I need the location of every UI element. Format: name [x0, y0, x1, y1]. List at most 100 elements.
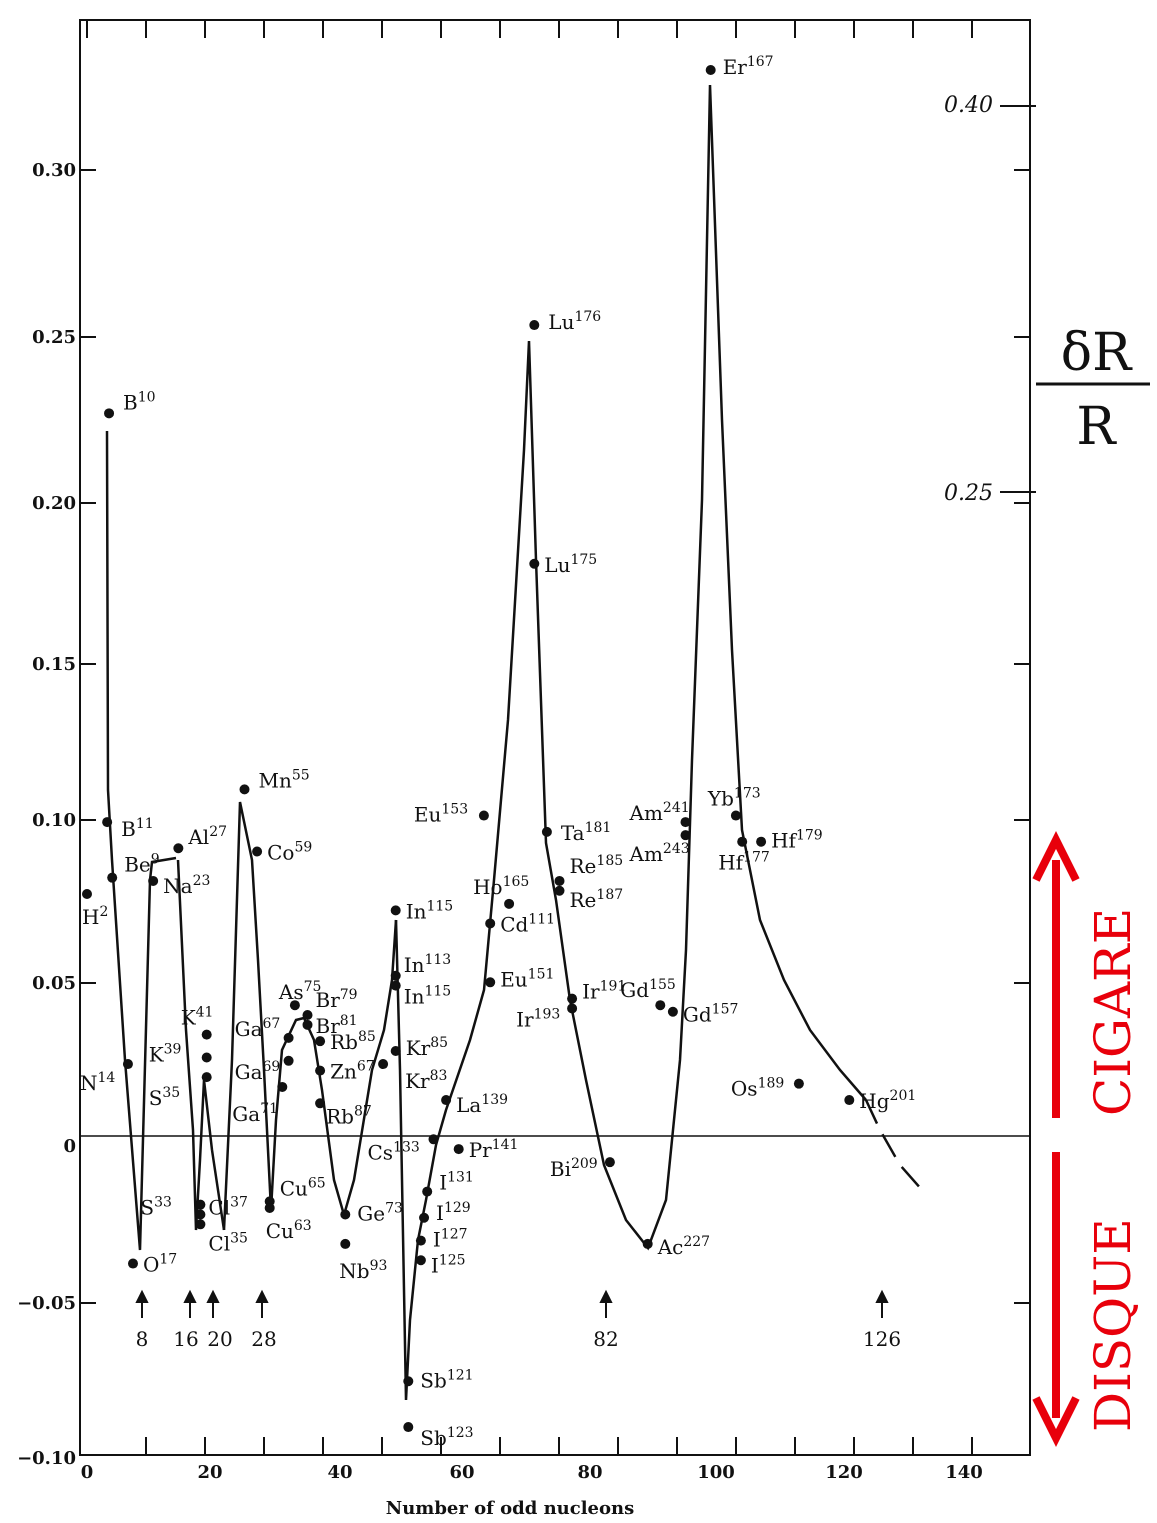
right-tick-040: 0.40 — [944, 93, 993, 118]
point-label-b-11: B11 — [121, 816, 154, 841]
point-label-be-9: Be9 — [124, 852, 159, 877]
data-point-am-241 — [680, 817, 691, 828]
data-point-i-129 — [419, 1212, 430, 1223]
magic-8: 8 — [136, 1327, 149, 1351]
data-point-k-41 — [201, 1029, 212, 1040]
data-point-ge-73 — [340, 1209, 351, 1220]
y-tick-4: 0.10 — [32, 810, 76, 831]
y-ticks — [80, 169, 1030, 1304]
data-point-in-115 — [390, 980, 401, 991]
fraction-numerator: δR — [1061, 323, 1133, 383]
data-point-er-167 — [705, 64, 716, 75]
point-label-al-27: Al27 — [187, 824, 227, 849]
point-label-ho-165: Ho165 — [473, 874, 529, 899]
point-label-lu-176: Lu176 — [548, 309, 601, 334]
x-tick-3: 60 — [449, 1462, 474, 1483]
data-point-i-125 — [415, 1255, 426, 1266]
data-point-ga-69 — [283, 1055, 294, 1066]
point-label-ac-227: Ac227 — [657, 1234, 710, 1259]
point-label-cd-111: Cd111 — [500, 911, 555, 936]
point-label-b-10: B10 — [123, 389, 156, 414]
data-point-b-11 — [102, 817, 113, 828]
point-label-kr-85: Kr85 — [406, 1035, 448, 1060]
point-label-pr-141: Pr141 — [469, 1137, 519, 1162]
point-label-yb-173: Yb173 — [707, 786, 761, 811]
data-point-bi-209 — [604, 1157, 615, 1168]
data-point-cs-133 — [428, 1134, 439, 1145]
delta-r-over-r-label: δR R — [1036, 323, 1150, 457]
point-label-co-59: Co59 — [267, 840, 312, 865]
data-points — [82, 64, 855, 1433]
magic-16: 16 — [173, 1327, 198, 1351]
data-point-s-35 — [201, 1072, 212, 1083]
data-labels: H2 B10 B11 Be9 N14 O17 Na23 Al27 K41 K39 S35 S33 Cl3… — [80, 54, 916, 1450]
data-point-re-185 — [554, 875, 565, 886]
y-tick-6: 0 — [63, 1136, 76, 1157]
bottom-ticks — [145, 1437, 973, 1455]
point-label-cl-35: Cl35 — [208, 1230, 248, 1255]
point-label-n-14: N14 — [80, 1070, 115, 1095]
data-point-pr-141 — [453, 1144, 464, 1155]
point-label-i-131: I131 — [439, 1170, 474, 1195]
fraction-denominator: R — [1076, 397, 1117, 457]
x-tick-1: 20 — [197, 1462, 222, 1483]
point-label-na-23: Na23 — [163, 873, 210, 898]
data-point-gd-157 — [667, 1006, 678, 1017]
data-point-co-59 — [252, 846, 263, 857]
data-point-eu-153 — [478, 810, 489, 821]
magic-number-labels: 8 16 20 28 82 126 — [136, 1327, 901, 1351]
data-point-mn-55 — [239, 784, 250, 795]
y-tick-0: 0.30 — [32, 160, 76, 181]
data-point-ac-227 — [642, 1238, 653, 1249]
data-point-ta-181 — [541, 826, 552, 837]
x-tick-6: 120 — [825, 1462, 863, 1483]
point-label-ga-67: Ga67 — [235, 1016, 281, 1041]
data-point-ir-193 — [567, 1003, 578, 1014]
data-point-n-14 — [122, 1059, 133, 1070]
x-tick-2: 40 — [327, 1462, 352, 1483]
point-label-br-81: Br81 — [316, 1013, 358, 1038]
point-label-re-185: Re185 — [570, 853, 624, 878]
point-label-ta-181: Ta181 — [561, 820, 611, 845]
data-point-sb-123 — [403, 1422, 414, 1433]
point-label-i-129: I129 — [436, 1200, 471, 1225]
point-label-in-115: In115 — [406, 898, 454, 923]
data-point-b-10 — [104, 408, 115, 419]
data-point-gd-155 — [655, 1000, 666, 1011]
data-point-cd-111 — [485, 918, 496, 929]
data-point-i-131 — [422, 1186, 433, 1197]
point-label-cl-37: Cl37 — [208, 1194, 248, 1219]
point-label-in-113: In113 — [404, 952, 452, 977]
data-point-sb-121 — [403, 1376, 414, 1387]
data-point-be-9 — [107, 872, 118, 883]
cigare-arrow — [1032, 831, 1080, 1118]
point-label-hf-177: Hf177 — [718, 850, 770, 875]
data-point-br-81 — [302, 1019, 313, 1030]
point-label-sb-123: Sb123 — [420, 1425, 473, 1450]
point-label-k-39: K39 — [149, 1042, 182, 1067]
x-tick-7: 140 — [945, 1462, 983, 1483]
point-label-sb-121: Sb121 — [420, 1367, 473, 1392]
point-label-kr-83: Kr83 — [405, 1068, 447, 1093]
point-label-in-115: In115 — [404, 984, 452, 1009]
data-point-ho-165 — [504, 898, 515, 909]
top-ticks — [86, 20, 973, 38]
point-label-gd-155: Gd155 — [620, 977, 676, 1002]
data-point-kr-83 — [378, 1059, 389, 1070]
data-point-hg-201 — [844, 1095, 855, 1106]
data-point-in-113 — [390, 970, 401, 981]
data-point-in-115 — [390, 905, 401, 916]
point-label-os-189: Os189 — [731, 1076, 784, 1101]
data-point-na-23 — [148, 875, 159, 886]
data-point-am-243 — [680, 830, 691, 841]
data-point-cl-35 — [195, 1219, 206, 1230]
point-label-la-139: La139 — [456, 1092, 508, 1117]
data-point-s-33 — [195, 1199, 206, 1210]
right-tick-025: 0.25 — [944, 481, 993, 506]
data-point-ga-67 — [283, 1032, 294, 1043]
point-label-ga-69: Ga69 — [235, 1059, 281, 1084]
data-point-al-27 — [173, 843, 184, 854]
data-point-kr-85 — [390, 1045, 401, 1056]
data-point-br-79 — [302, 1010, 313, 1021]
